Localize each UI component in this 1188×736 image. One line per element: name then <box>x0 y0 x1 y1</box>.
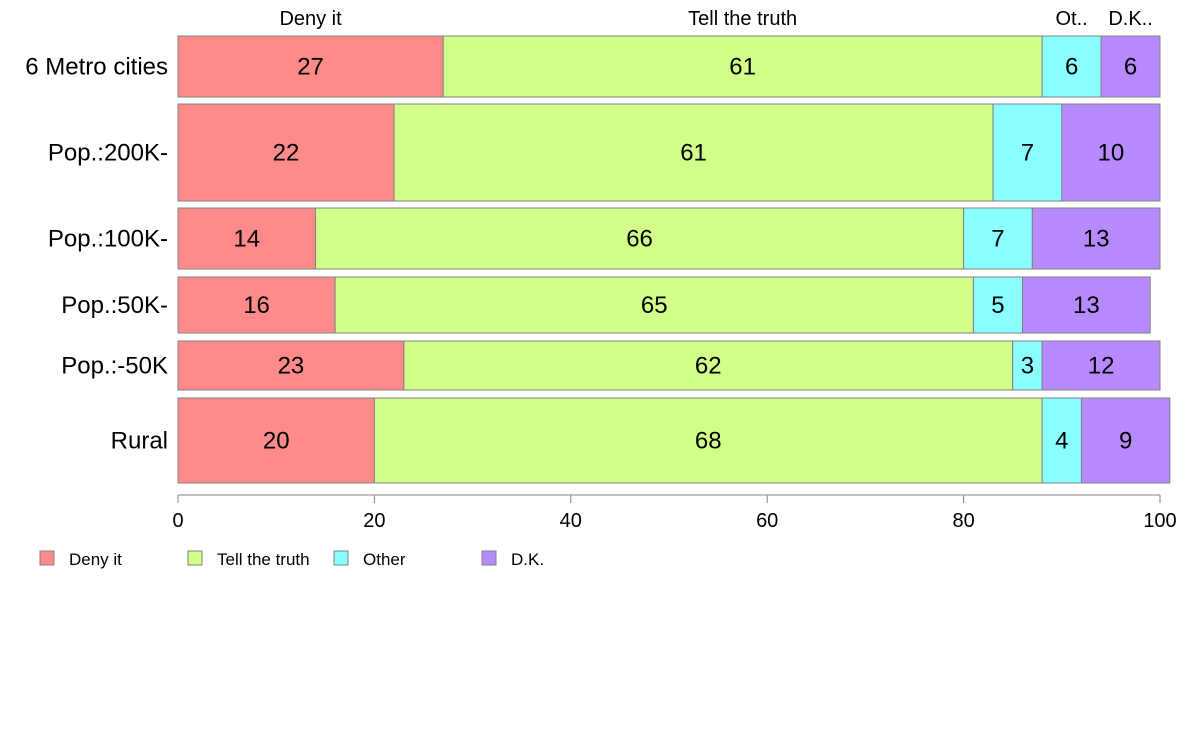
category-labels-group: 6 Metro cities Pop.:200K- Pop.:100K- Pop.:5… <box>25 54 168 455</box>
bar-segment-tell-the-truth <box>314 207 965 270</box>
data-label: 20 <box>263 428 290 455</box>
legend-entry: Tell the truth <box>217 550 310 569</box>
x-axis: 0 20 40 60 80 100 <box>172 494 1177 532</box>
data-label: 14 <box>233 226 260 253</box>
data-label: 61 <box>680 140 707 167</box>
data-label: 22 <box>273 140 300 167</box>
top-label: Tell the truth <box>688 8 797 30</box>
bar-segment-deny-it <box>177 35 444 98</box>
data-label: 23 <box>278 353 305 380</box>
legend-swatch <box>187 550 203 566</box>
legend-swatch <box>39 550 55 566</box>
category-label: Pop.:200K- <box>48 140 168 167</box>
top-labels-group: Deny it Tell the truth Ot.. D.K.. <box>279 8 1152 30</box>
bar-segment-other <box>992 103 1063 202</box>
data-label: 13 <box>1083 226 1110 253</box>
data-label: 3 <box>1021 353 1034 380</box>
bar-segment-d-k- <box>1061 103 1161 202</box>
legend-swatch <box>333 550 349 566</box>
bar-segment-d-k- <box>1031 207 1161 270</box>
category-label: 6 Metro cities <box>25 54 168 81</box>
bar-segment-tell-the-truth <box>334 276 974 334</box>
data-label: 16 <box>243 292 270 319</box>
data-label: 5 <box>991 292 1004 319</box>
bar-segment-other <box>1041 35 1102 98</box>
data-label: 9 <box>1119 428 1132 455</box>
data-label: 65 <box>641 292 668 319</box>
data-label: 66 <box>626 226 653 253</box>
legend: Deny it Tell the truth Other D.K. <box>39 550 544 569</box>
x-tick-label: 100 <box>1143 510 1176 532</box>
data-label: 6 <box>1065 54 1078 81</box>
data-label: 7 <box>1021 140 1034 167</box>
category-label: Pop.:100K- <box>48 226 168 253</box>
legend-entry: Other <box>363 550 406 569</box>
bar-segment-deny-it <box>177 340 405 391</box>
top-label: Deny it <box>279 8 342 30</box>
bar-segment-d-k- <box>1080 397 1171 484</box>
bar-segment-d-k- <box>1041 340 1161 391</box>
data-label: 6 <box>1124 54 1137 81</box>
bar-segment-tell-the-truth <box>403 340 1014 391</box>
x-tick-label: 80 <box>952 510 974 532</box>
bar-segment-other <box>1041 397 1082 484</box>
top-label: D.K.. <box>1108 8 1152 30</box>
legend-swatch <box>481 550 497 566</box>
bar-segment-deny-it <box>177 207 316 270</box>
data-label: 61 <box>729 54 756 81</box>
bar-segment-tell-the-truth <box>373 397 1043 484</box>
bar-segment-deny-it <box>177 397 375 484</box>
data-label: 68 <box>695 428 722 455</box>
data-label: 7 <box>991 226 1004 253</box>
bar-segment-other <box>1012 340 1043 391</box>
legend-entry: D.K. <box>511 550 544 569</box>
bar-segment-d-k- <box>1100 35 1161 98</box>
category-label: Pop.:-50K <box>61 353 168 380</box>
bar-segment-tell-the-truth <box>442 35 1043 98</box>
x-tick-label: 0 <box>172 510 183 532</box>
data-label: 62 <box>695 353 722 380</box>
data-label: 4 <box>1055 428 1068 455</box>
bar-segment-tell-the-truth <box>393 103 994 202</box>
bar-segment-deny-it <box>177 276 336 334</box>
category-label: Pop.:50K- <box>61 292 168 319</box>
bar-segment-d-k- <box>1022 276 1151 334</box>
x-tick-label: 20 <box>363 510 385 532</box>
legend-entry: Deny it <box>69 550 122 569</box>
data-label: 12 <box>1088 353 1115 380</box>
data-label: 13 <box>1073 292 1100 319</box>
data-label: 27 <box>297 54 324 81</box>
category-label: Rural <box>111 428 168 455</box>
x-tick-label: 60 <box>756 510 778 532</box>
top-label: Ot.. <box>1056 8 1088 30</box>
x-tick-label: 40 <box>560 510 582 532</box>
bar-segment-deny-it <box>177 103 395 202</box>
data-label: 10 <box>1098 140 1125 167</box>
